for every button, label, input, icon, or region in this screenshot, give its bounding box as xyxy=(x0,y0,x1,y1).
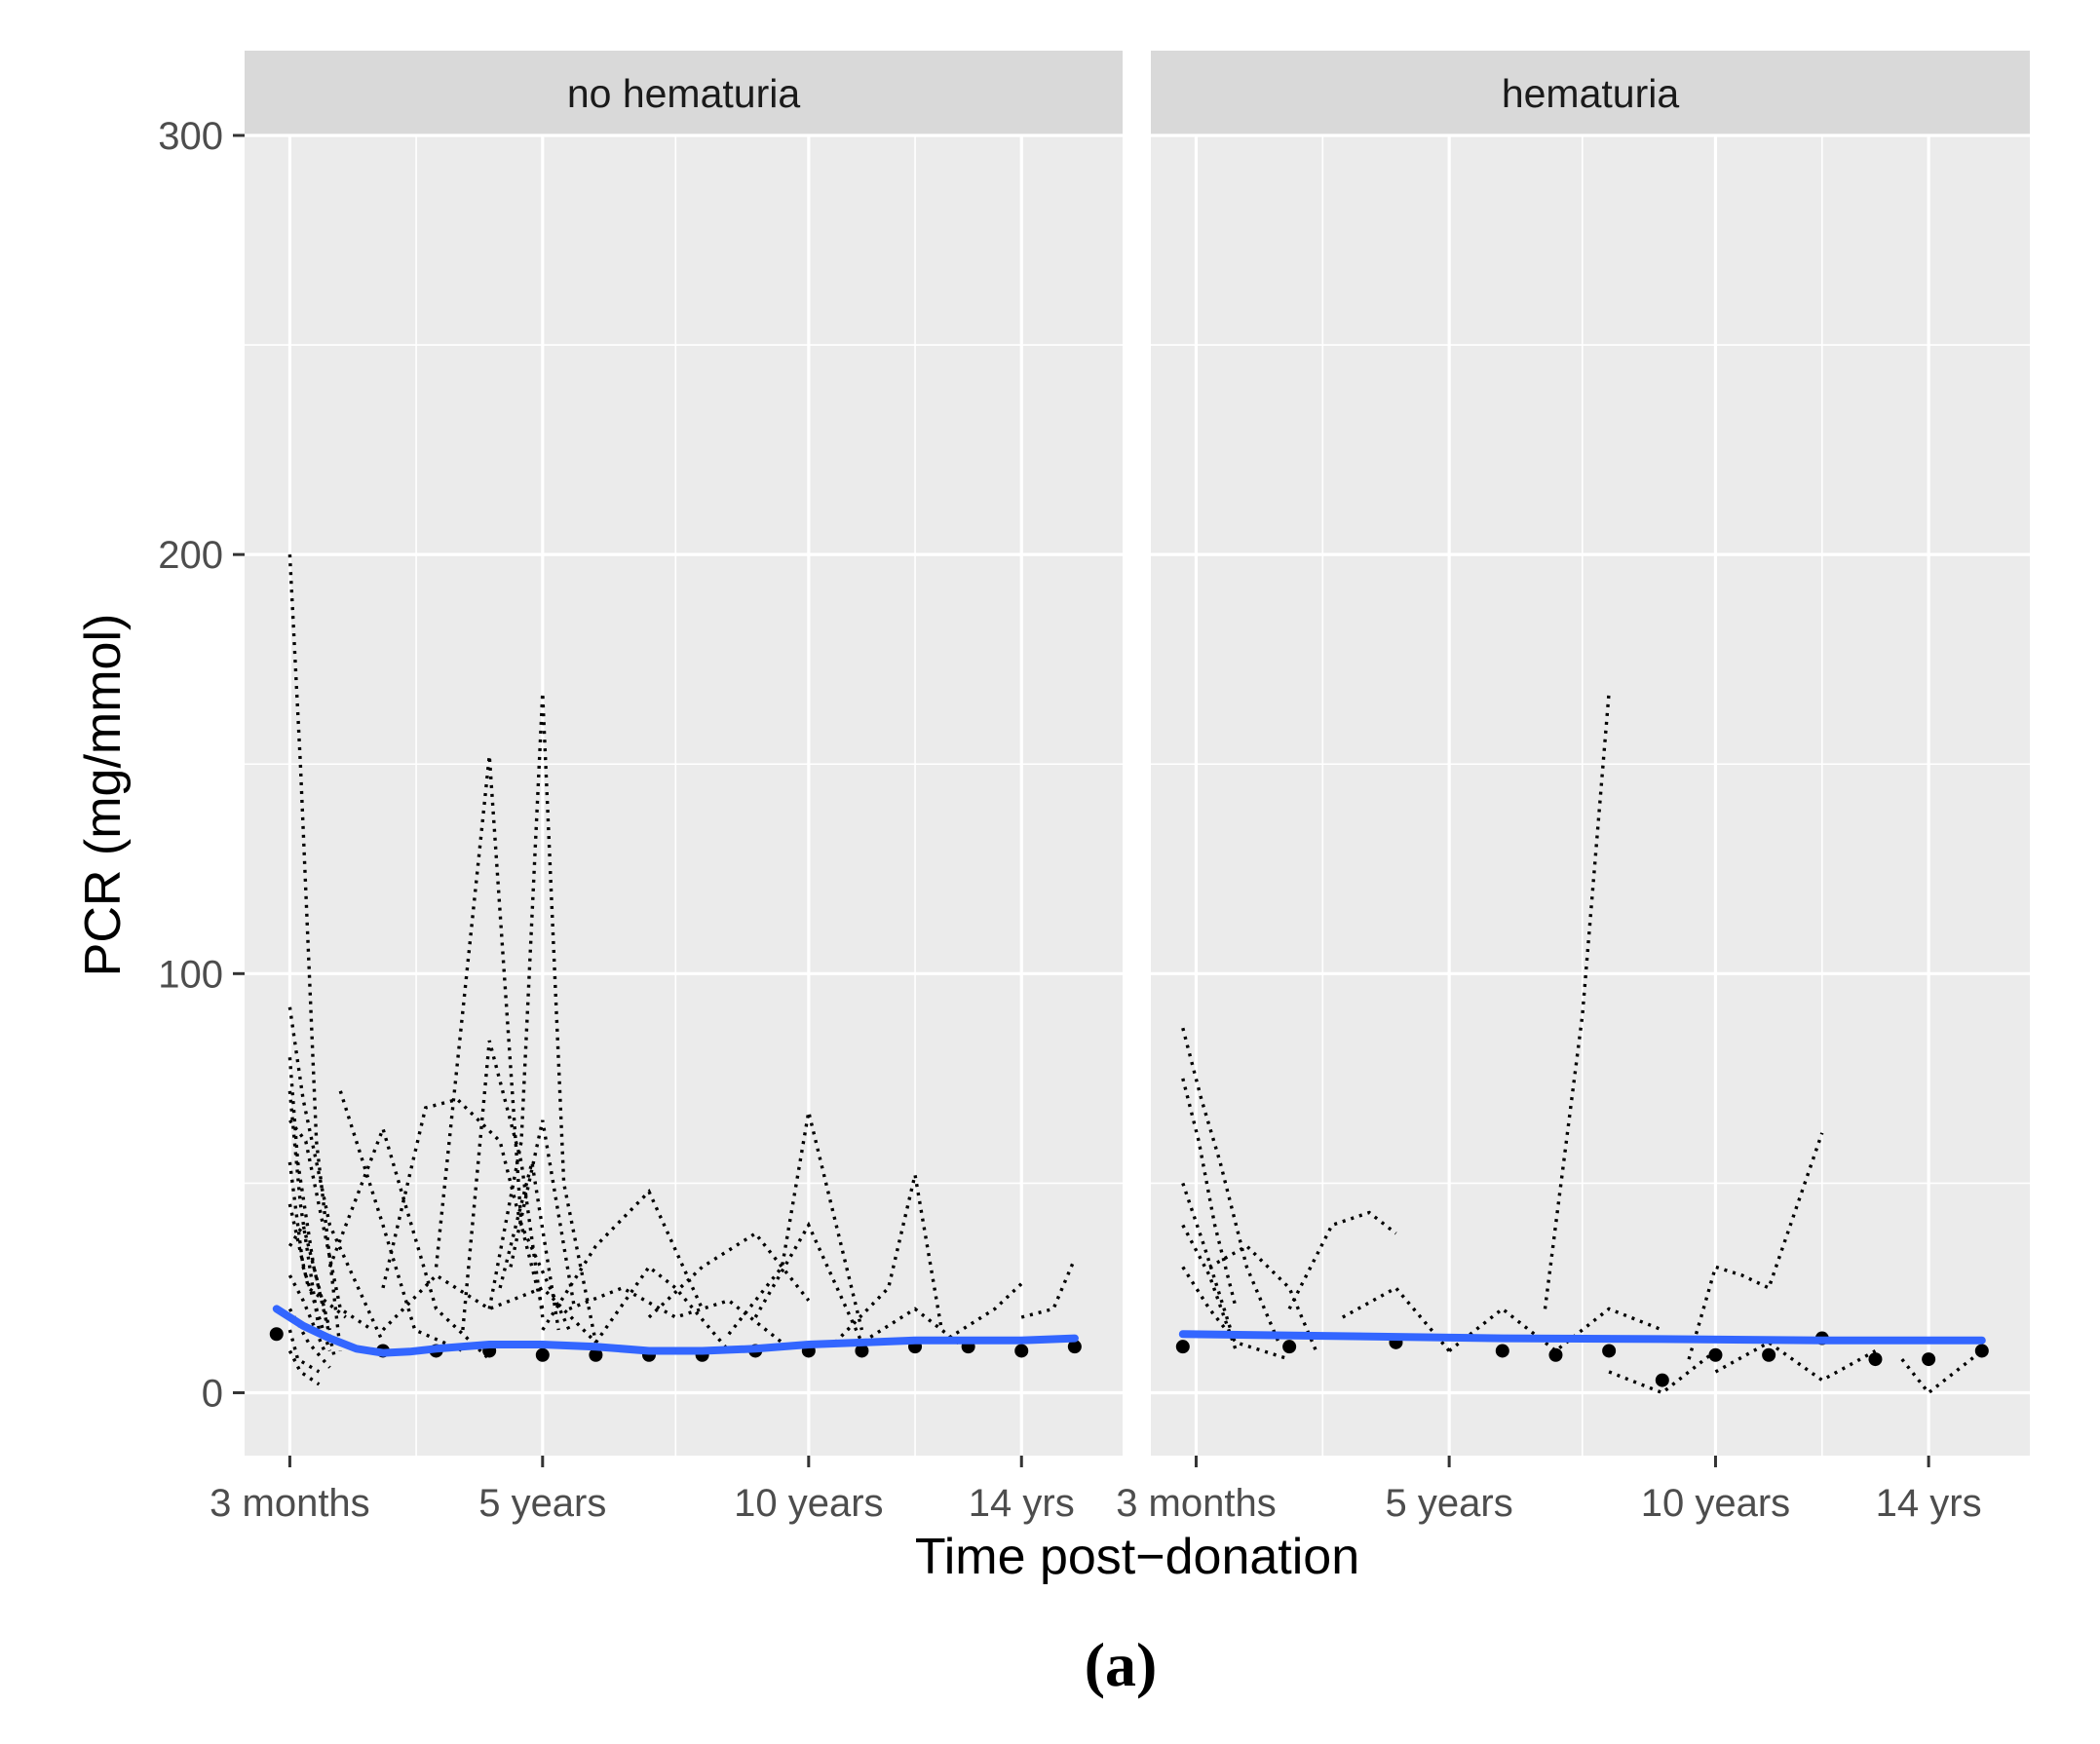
trajectory-hematuria-6 xyxy=(1287,1210,1397,1310)
y-tick-label-1: 100 xyxy=(158,953,223,996)
trajectory-hematuria-5 xyxy=(1208,1243,1318,1352)
trajectory-no-hematuria-17 xyxy=(461,1040,545,1331)
trajectory-no-hematuria-2 xyxy=(287,1057,337,1360)
point-hematuria-6 xyxy=(1655,1373,1669,1387)
point-hematuria-5 xyxy=(1602,1344,1617,1358)
strip-background-hematuria xyxy=(1151,51,2030,135)
point-hematuria-12 xyxy=(1974,1344,1989,1358)
x-axis-no-hematuria: 3 months 5 years 10 years 14 yrs xyxy=(210,1456,1075,1525)
strip-label-no-hematuria: no hematuria xyxy=(567,71,801,116)
point-no-hematuria-14 xyxy=(1067,1340,1082,1354)
figure-caption: (a) xyxy=(1085,1630,1158,1699)
y-axis: 0 100 200 300 xyxy=(158,115,245,1415)
trajectory-hematuria-9 xyxy=(1543,692,1611,1309)
trajectory-no-hematuria-1 xyxy=(287,1006,385,1344)
trajectory-hematuria-13 xyxy=(1900,1349,1983,1395)
trajectory-no-hematuria-27 xyxy=(381,1272,597,1345)
y-tick-label-2: 200 xyxy=(158,534,223,577)
trajectory-no-hematuria-6 xyxy=(287,1203,347,1319)
trajectory-hematuria-1 xyxy=(1181,1078,1239,1309)
point-hematuria-4 xyxy=(1548,1347,1563,1362)
trajectory-no-hematuria-3 xyxy=(287,1090,322,1331)
trajectory-hematuria-12 xyxy=(1608,1349,1717,1395)
trajectory-no-hematuria-15 xyxy=(434,755,571,1331)
x-tick-label-2: 10 years xyxy=(734,1482,883,1525)
point-hematuria-1 xyxy=(1282,1340,1297,1354)
point-hematuria-3 xyxy=(1495,1344,1509,1358)
trajectories-hematuria xyxy=(1181,692,1983,1395)
trajectory-hematuria-2 xyxy=(1181,1182,1233,1331)
trajectories-no-hematuria xyxy=(287,554,1077,1386)
smooth-line-no-hematuria xyxy=(272,1305,1079,1357)
x-tick-label-1: 5 years xyxy=(478,1482,606,1525)
point-hematuria-0 xyxy=(1175,1340,1190,1354)
trajectory-no-hematuria-8 xyxy=(287,1274,326,1352)
point-no-hematuria-5 xyxy=(589,1347,603,1362)
x-tick-label-0: 3 months xyxy=(210,1482,370,1525)
y-tick-label-0: 0 xyxy=(202,1372,223,1415)
trajectory-hematuria-0 xyxy=(1181,1027,1280,1344)
trajectory-hematuria-8 xyxy=(1448,1307,1663,1353)
point-hematuria-11 xyxy=(1922,1352,1936,1367)
point-no-hematuria-13 xyxy=(1014,1344,1029,1358)
point-hematuria-7 xyxy=(1708,1347,1723,1362)
trajectory-no-hematuria-10 xyxy=(287,1329,321,1374)
trajectory-hematuria-3 xyxy=(1181,1224,1239,1352)
points-hematuria xyxy=(1175,1331,1989,1387)
trajectory-no-hematuria-12 xyxy=(338,1090,464,1353)
trajectory-no-hematuria-26 xyxy=(1020,1258,1077,1319)
trajectory-no-hematuria-21 xyxy=(594,1264,731,1352)
trajectory-hematuria-10 xyxy=(1687,1132,1824,1360)
point-no-hematuria-4 xyxy=(535,1347,550,1362)
y-axis-title: PCR (mg/mmol) xyxy=(75,614,132,977)
x-tick-label-3: 14 yrs xyxy=(969,1482,1075,1525)
x-tick-label-3: 14 yrs xyxy=(1876,1482,1982,1525)
trajectory-hematuria-7 xyxy=(1341,1285,1451,1352)
x-tick-label-2: 10 years xyxy=(1641,1482,1790,1525)
x-axis-hematuria: 3 months 5 years 10 years 14 yrs xyxy=(1116,1456,1982,1525)
point-no-hematuria-0 xyxy=(269,1327,284,1342)
trajectory-no-hematuria-7 xyxy=(287,1221,332,1331)
trajectory-no-hematuria-25 xyxy=(940,1282,1023,1345)
smooth-line-hematuria xyxy=(1178,1330,1986,1345)
trajectory-no-hematuria-14 xyxy=(381,1097,545,1309)
panel-grid-hematuria xyxy=(1151,133,2030,1456)
trajectory-no-hematuria-18 xyxy=(509,1119,577,1309)
point-no-hematuria-10 xyxy=(855,1344,869,1358)
trajectory-no-hematuria-22 xyxy=(647,1231,811,1319)
strip-background-no-hematuria xyxy=(245,51,1123,135)
panel-background-no-hematuria xyxy=(245,135,1123,1456)
smooth-no-hematuria xyxy=(272,1305,1079,1357)
x-axis-title: Time post−donation xyxy=(915,1529,1359,1585)
panel-background-hematuria xyxy=(1151,135,2030,1456)
y-tick-label-3: 300 xyxy=(158,115,223,158)
point-hematuria-10 xyxy=(1868,1352,1883,1367)
x-tick-label-0: 3 months xyxy=(1116,1482,1277,1525)
smooth-hematuria xyxy=(1178,1330,1986,1345)
trajectory-no-hematuria-24 xyxy=(833,1174,943,1345)
trajectory-no-hematuria-29 xyxy=(753,1221,970,1352)
trajectory-hematuria-4 xyxy=(1181,1266,1290,1361)
x-tick-label-1: 5 years xyxy=(1386,1482,1513,1525)
point-hematuria-8 xyxy=(1762,1347,1776,1362)
panel-grid-no-hematuria xyxy=(245,133,1123,1456)
strip-label-hematuria: hematuria xyxy=(1502,71,1680,116)
